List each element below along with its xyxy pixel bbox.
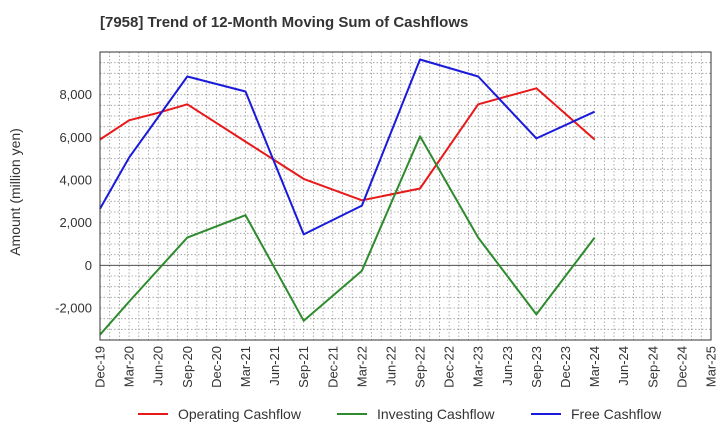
- legend-label: Investing Cashflow: [377, 406, 495, 422]
- y-tick-label: 8,000: [59, 87, 92, 102]
- legend-label: Operating Cashflow: [178, 406, 302, 422]
- x-tick-labels: Dec-19 Mar-20 Jun-20 Sep-20 Dec-20 Mar-21 Jun-…: [93, 346, 719, 388]
- x-tick-label: Jun-20: [151, 346, 166, 386]
- x-tick-label: Mar-24: [587, 346, 602, 387]
- x-tick-label: Sep-20: [180, 346, 195, 388]
- series-lines: [99, 58, 596, 336]
- x-tick-label: Jun-21: [267, 346, 282, 386]
- series-line-1: [99, 135, 596, 336]
- x-tick-label: Dec-20: [209, 346, 224, 388]
- x-tick-label: Jun-24: [616, 346, 631, 386]
- x-tick-label: Dec-19: [93, 346, 108, 388]
- y-tick-label: -2,000: [55, 301, 92, 316]
- x-tick-label: Jun-22: [383, 346, 398, 386]
- y-tick-label: 0: [85, 258, 92, 273]
- y-tick-label: 2,000: [59, 215, 92, 230]
- x-tick-label: Dec-24: [674, 346, 689, 388]
- x-tick-label: Mar-20: [122, 346, 137, 387]
- x-tick-label: Dec-21: [325, 346, 340, 388]
- x-tick-label: Sep-24: [645, 346, 660, 388]
- legend-label: Free Cashflow: [571, 406, 662, 422]
- x-tick-label: Dec-23: [558, 346, 573, 388]
- series-line-0: [99, 87, 596, 202]
- legend: Operating Cashflow Investing Cashflow Free…: [138, 406, 662, 422]
- chart-title: [7958] Trend of 12-Month Moving Sum of C…: [100, 14, 469, 31]
- x-tick-label: Jun-23: [500, 346, 515, 386]
- x-tick-label: Dec-22: [442, 346, 457, 388]
- x-tick-label: Mar-25: [704, 346, 719, 387]
- grid-lines: [100, 51, 711, 341]
- series-line-2: [99, 58, 596, 236]
- y-tick-label: 4,000: [59, 173, 92, 188]
- y-axis-label: Amount (million yen): [7, 128, 23, 256]
- x-tick-label: Sep-23: [529, 346, 544, 388]
- x-tick-label: Mar-23: [471, 346, 486, 387]
- x-tick-label: Mar-21: [238, 346, 253, 387]
- x-tick-label: Sep-22: [413, 346, 428, 388]
- y-tick-labels: -2,000 0 2,000 4,000 6,000 8,000: [55, 87, 92, 315]
- x-tick-label: Sep-21: [296, 346, 311, 388]
- y-tick-label: 6,000: [59, 130, 92, 145]
- x-tick-label: Mar-22: [354, 346, 369, 387]
- plot-frame: [99, 51, 712, 341]
